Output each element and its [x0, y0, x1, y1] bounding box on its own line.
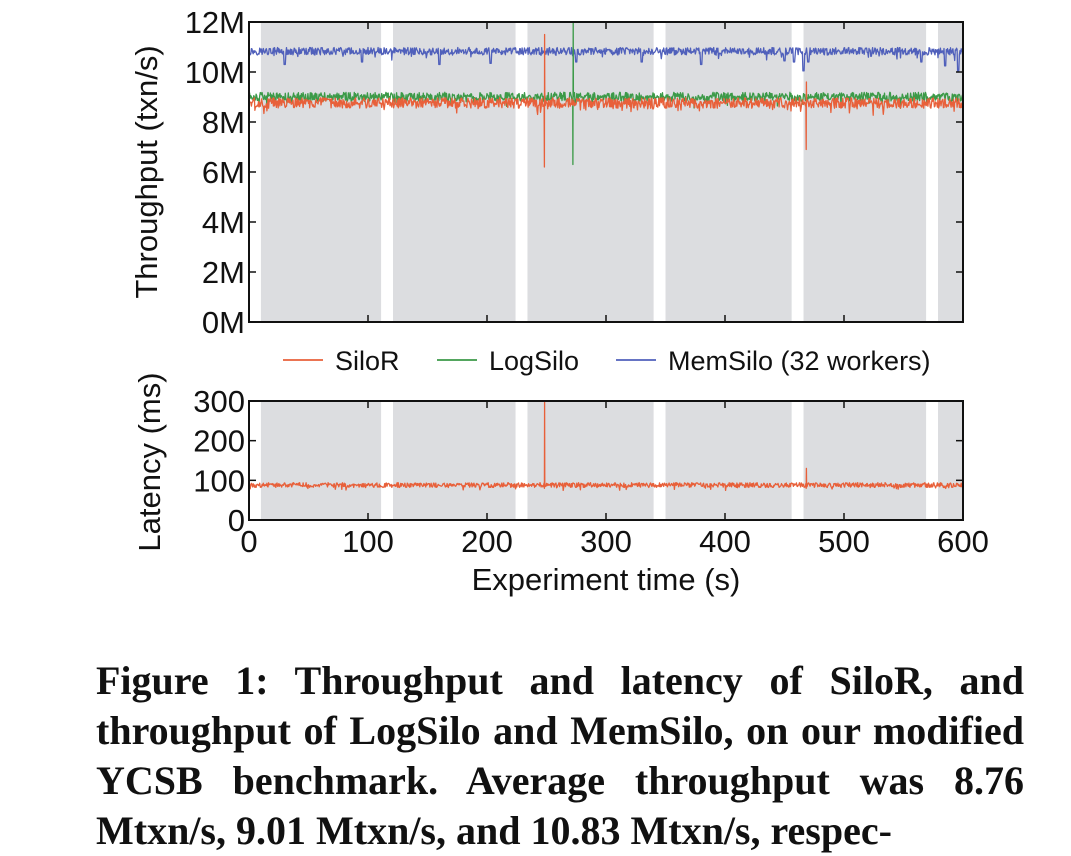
- checkpoint-band: [803, 401, 927, 520]
- latency-panel: 0 100 200 300 0 100 200 300 400 500 600 Latency (…: [132, 372, 989, 597]
- legend-label: SiloR: [335, 346, 400, 376]
- x-tick-label: 600: [937, 524, 989, 559]
- y-tick-label: 8M: [202, 105, 245, 140]
- checkpoint-band: [527, 401, 654, 520]
- legend-label: MemSilo (32 workers): [668, 346, 931, 376]
- checkpoint-band: [938, 401, 963, 520]
- y-tick-label: 6M: [202, 155, 245, 190]
- x-tick-label: 500: [818, 524, 870, 559]
- y-tick-label: 300: [193, 384, 245, 419]
- legend-item-memsilo: MemSilo (32 workers): [616, 346, 931, 376]
- checkpoint-band: [665, 22, 792, 322]
- legend-item-silor: SiloR: [283, 346, 400, 376]
- checkpoint-band: [392, 22, 516, 322]
- checkpoint-band: [260, 401, 382, 520]
- series-line-memsilo: [248, 46, 964, 72]
- throughput-y-ticks: 0M 2M 4M 6M 8M 10M 12M: [185, 5, 963, 340]
- throughput-x-ticks: [248, 22, 964, 322]
- legend: SiloR LogSilo MemSilo (32 workers): [283, 346, 931, 376]
- checkpoint-shading: [260, 401, 963, 520]
- y-tick-label: 200: [193, 424, 245, 459]
- y-tick-label: 10M: [185, 55, 245, 90]
- x-tick-label: 300: [580, 524, 632, 559]
- x-tick-label: 100: [342, 524, 394, 559]
- checkpoint-band: [260, 22, 382, 322]
- y-tick-label: 0M: [202, 305, 245, 340]
- y-tick-label: 100: [193, 463, 245, 498]
- latency-y-axis-label: Latency (ms): [132, 372, 167, 551]
- checkpoint-band: [803, 22, 927, 322]
- y-tick-label: 0: [228, 503, 245, 538]
- series-line-logsilo: [248, 21, 964, 166]
- checkpoint-shading: [260, 22, 963, 322]
- throughput-series-lines: [248, 21, 964, 168]
- latency-series-lines: [248, 400, 964, 492]
- checkpoint-band: [665, 401, 792, 520]
- series-line-silor: [248, 33, 964, 168]
- latency-x-ticks: 0 100 200 300 400 500 600: [240, 401, 989, 559]
- latency-y-ticks: 0 100 200 300: [193, 384, 963, 538]
- checkpoint-band: [392, 401, 516, 520]
- y-tick-label: 4M: [202, 205, 245, 240]
- x-tick-label: 200: [461, 524, 513, 559]
- checkpoint-band: [527, 22, 654, 322]
- figure-caption: Figure 1: Throughput and latency of Silo…: [96, 658, 1024, 853]
- y-tick-label: 12M: [185, 5, 245, 40]
- x-tick-label: 0: [240, 524, 257, 559]
- series-line-silor: [248, 400, 964, 492]
- legend-label: LogSilo: [489, 346, 579, 376]
- legend-item-logsilo: LogSilo: [437, 346, 579, 376]
- y-tick-label: 2M: [202, 255, 245, 290]
- throughput-y-axis-label: Throughput (txn/s): [129, 45, 164, 298]
- throughput-panel: 0M 2M 4M 6M 8M 10M 12M Throughput (txn/s): [129, 5, 964, 340]
- x-tick-label: 400: [699, 524, 751, 559]
- x-axis-label: Experiment time (s): [472, 562, 741, 597]
